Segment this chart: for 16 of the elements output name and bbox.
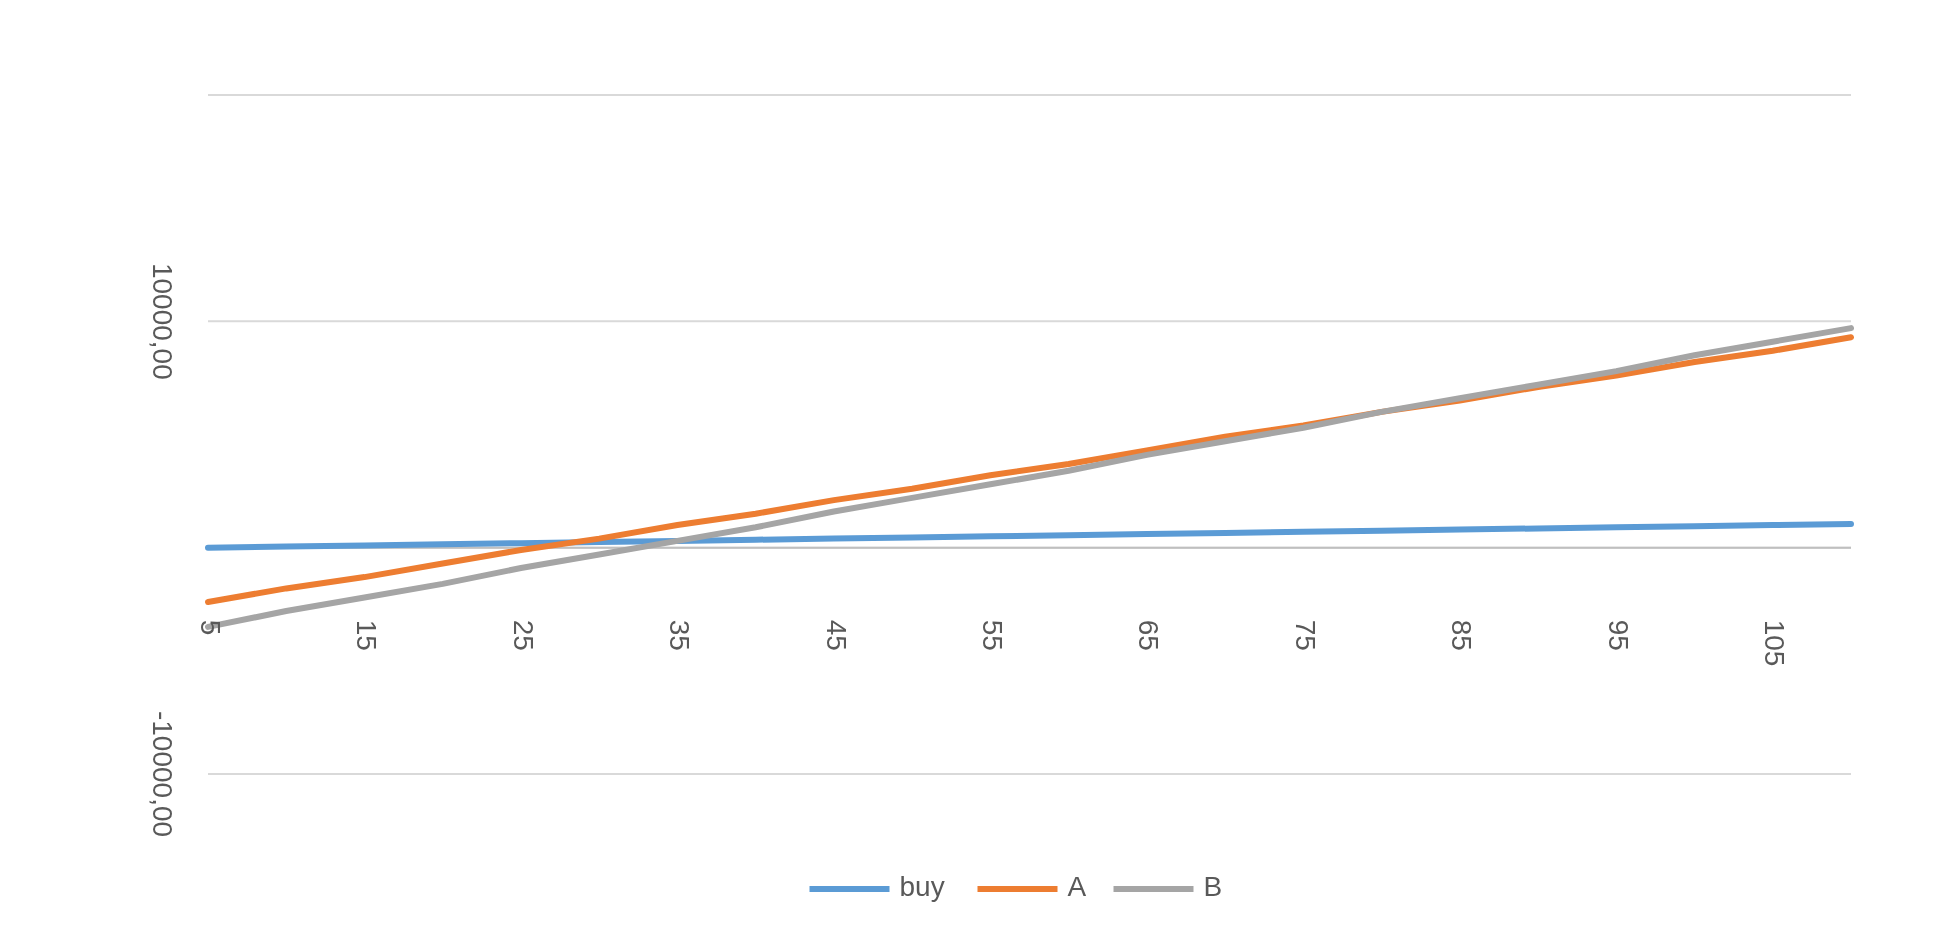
x-tick-label: 55	[976, 619, 1008, 651]
x-tick-label: 75	[1289, 619, 1321, 651]
y-tick-label: -10000,00	[146, 710, 178, 838]
x-tick-label: 35	[664, 619, 696, 651]
x-tick-label: 105	[1759, 619, 1791, 667]
legend-label: B	[1203, 871, 1223, 903]
x-tick-label: 15	[351, 619, 383, 651]
x-tick-label: 95	[1602, 619, 1634, 651]
x-tick-label: 25	[507, 619, 539, 651]
x-tick-label: 65	[1133, 619, 1165, 651]
legend-label: A	[1067, 871, 1087, 903]
y-tick-label: 10000,00	[146, 262, 178, 380]
x-tick-label: 5	[194, 619, 226, 636]
legend-label: buy	[899, 871, 945, 903]
x-tick-label: 45	[820, 619, 852, 651]
x-tick-label: 85	[1446, 619, 1478, 651]
